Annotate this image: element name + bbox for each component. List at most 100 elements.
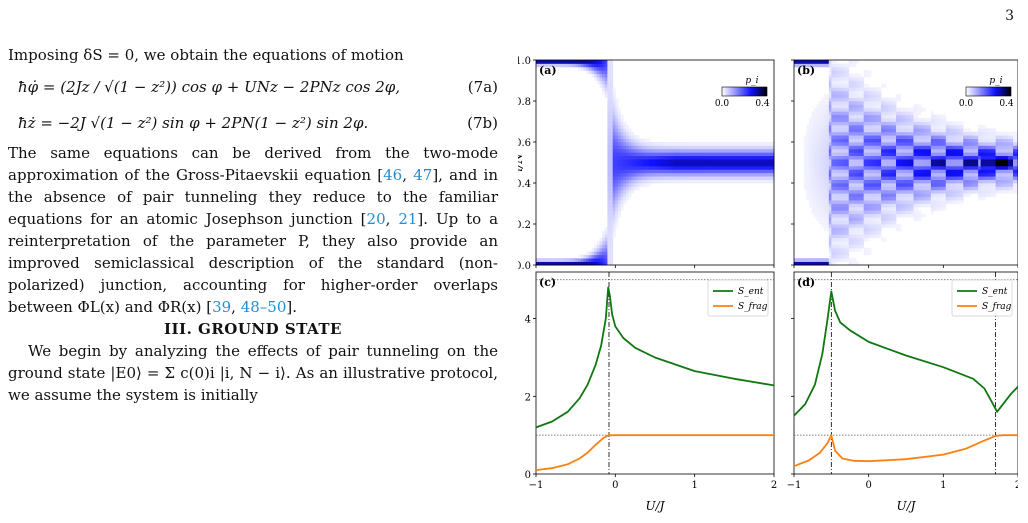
heatmap-cell bbox=[610, 241, 614, 245]
heatmap-cell bbox=[628, 159, 632, 163]
heatmap-cell bbox=[861, 152, 865, 157]
heatmap-cell bbox=[831, 152, 835, 157]
heatmap-cell bbox=[983, 142, 987, 146]
heatmap-cell bbox=[983, 138, 987, 143]
heatmap-cell bbox=[883, 224, 887, 228]
heatmap-cell bbox=[702, 152, 706, 157]
heatmap-cell bbox=[933, 206, 937, 211]
heatmap-cell bbox=[838, 63, 842, 68]
heatmap-cell bbox=[826, 165, 830, 170]
heatmap-cell bbox=[670, 145, 674, 150]
heatmap-cell bbox=[918, 138, 922, 143]
heatmap-cell bbox=[594, 261, 598, 266]
heatmap-cell bbox=[843, 121, 847, 126]
heatmap-cell bbox=[836, 220, 840, 225]
heatmap-cell bbox=[930, 165, 934, 170]
heatmap-cell bbox=[705, 148, 709, 153]
heatmap-cell bbox=[602, 258, 606, 262]
heatmap-cell bbox=[763, 142, 767, 146]
heatmap-cell bbox=[930, 172, 934, 177]
heatmap-cell bbox=[873, 104, 877, 109]
heatmap-cell bbox=[831, 138, 835, 143]
heatmap-cell bbox=[968, 179, 972, 184]
heatmap-cell bbox=[933, 183, 937, 187]
heatmap-cell bbox=[960, 155, 964, 160]
heatmap-cell bbox=[836, 183, 840, 187]
citation-39[interactable]: 39 bbox=[212, 298, 232, 316]
heatmap-cell bbox=[610, 114, 614, 119]
heatmap-cell bbox=[960, 176, 964, 180]
heatmap-cell bbox=[933, 159, 937, 163]
heatmap-cell bbox=[995, 145, 999, 150]
heatmap-cell bbox=[750, 179, 754, 184]
heatmap-cell bbox=[633, 186, 637, 191]
heatmap-cell bbox=[649, 145, 653, 150]
heatmap-cell bbox=[610, 128, 614, 133]
heatmap-cell bbox=[858, 104, 862, 109]
heatmap-cell bbox=[843, 114, 847, 119]
heatmap-cell bbox=[803, 135, 807, 139]
heatmap-cell bbox=[1003, 189, 1006, 194]
citation-48-50[interactable]: 48–50 bbox=[240, 298, 287, 316]
heatmap-cell bbox=[631, 148, 635, 153]
heatmap-cell bbox=[888, 193, 892, 198]
heatmap-cell bbox=[684, 155, 688, 160]
heatmap-cell bbox=[970, 152, 974, 157]
heatmap-cell bbox=[851, 220, 855, 225]
citation-47[interactable]: 47 bbox=[413, 166, 433, 184]
heatmap-cell bbox=[813, 121, 817, 126]
heatmap-cell bbox=[945, 189, 949, 194]
heatmap-cell bbox=[612, 90, 616, 95]
heatmap-cell bbox=[828, 224, 832, 228]
heatmap-cell bbox=[853, 159, 857, 163]
heatmap-cell bbox=[668, 179, 672, 184]
heatmap-cell bbox=[620, 200, 624, 204]
citation-46[interactable]: 46 bbox=[383, 166, 403, 184]
heatmap-cell bbox=[838, 227, 842, 232]
heatmap-cell bbox=[958, 131, 962, 136]
heatmap-cell bbox=[998, 162, 1001, 167]
heatmap-cell bbox=[928, 128, 932, 133]
heatmap-cell bbox=[953, 148, 957, 153]
heatmap-cell bbox=[836, 179, 840, 184]
heatmap-cell bbox=[848, 159, 852, 163]
heatmap-cell bbox=[843, 203, 847, 208]
heatmap-cell bbox=[893, 155, 897, 160]
heatmap-cell bbox=[823, 162, 827, 167]
heatmap-cell bbox=[692, 169, 696, 174]
heatmap-cell bbox=[863, 94, 867, 98]
heatmap-cell bbox=[933, 114, 937, 119]
heatmap-cell bbox=[970, 165, 974, 170]
heatmap-cell bbox=[998, 169, 1001, 174]
heatmap-cell bbox=[990, 179, 994, 184]
heatmap-cell bbox=[628, 179, 632, 184]
heatmap-cell bbox=[718, 179, 722, 184]
heatmap-cell bbox=[908, 165, 912, 170]
heatmap-cell bbox=[965, 128, 969, 133]
heatmap-cell bbox=[610, 152, 614, 157]
heatmap-cell bbox=[615, 196, 619, 201]
heatmap-cell bbox=[580, 254, 584, 259]
heatmap-cell bbox=[644, 176, 648, 180]
heatmap-cell bbox=[848, 124, 852, 129]
heatmap-cell bbox=[610, 254, 614, 259]
heatmap-cell bbox=[599, 261, 603, 266]
citation-21[interactable]: 21 bbox=[398, 210, 418, 228]
heatmap-cell bbox=[636, 162, 640, 167]
citation-20[interactable]: 20 bbox=[366, 210, 386, 228]
heatmap-cell bbox=[970, 148, 974, 153]
heatmap-cell bbox=[898, 121, 902, 126]
heatmap-cell bbox=[985, 172, 989, 177]
y-tick-label: 0.4 bbox=[518, 179, 531, 190]
heatmap-cell bbox=[846, 73, 850, 78]
heatmap-cell bbox=[938, 159, 942, 163]
heatmap-cell bbox=[886, 114, 889, 119]
heatmap-cell bbox=[828, 97, 832, 102]
heatmap-cell bbox=[938, 121, 942, 126]
heatmap-cell bbox=[828, 152, 832, 157]
heatmap-cell bbox=[821, 97, 825, 102]
heatmap-cell bbox=[673, 162, 677, 167]
heatmap-cell bbox=[930, 179, 934, 184]
heatmap-cell bbox=[933, 193, 937, 198]
heatmap-cell bbox=[604, 261, 608, 266]
